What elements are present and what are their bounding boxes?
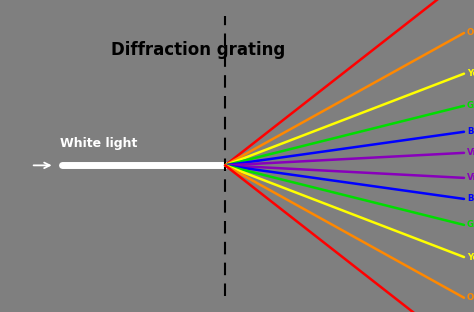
Text: White light: White light	[60, 137, 138, 150]
Text: Diffraction grating: Diffraction grating	[111, 41, 285, 59]
Text: Green: Green	[467, 101, 474, 110]
Text: Yellow: Yellow	[467, 69, 474, 78]
Text: Yellow: Yellow	[467, 252, 474, 261]
Text: Orange: Orange	[467, 293, 474, 302]
Text: Green: Green	[467, 220, 474, 229]
Text: Orange: Orange	[467, 28, 474, 37]
Text: Blue: Blue	[467, 127, 474, 136]
Text: Blue: Blue	[467, 194, 474, 203]
Text: Violet: Violet	[467, 148, 474, 157]
Text: Violet: Violet	[467, 173, 474, 183]
